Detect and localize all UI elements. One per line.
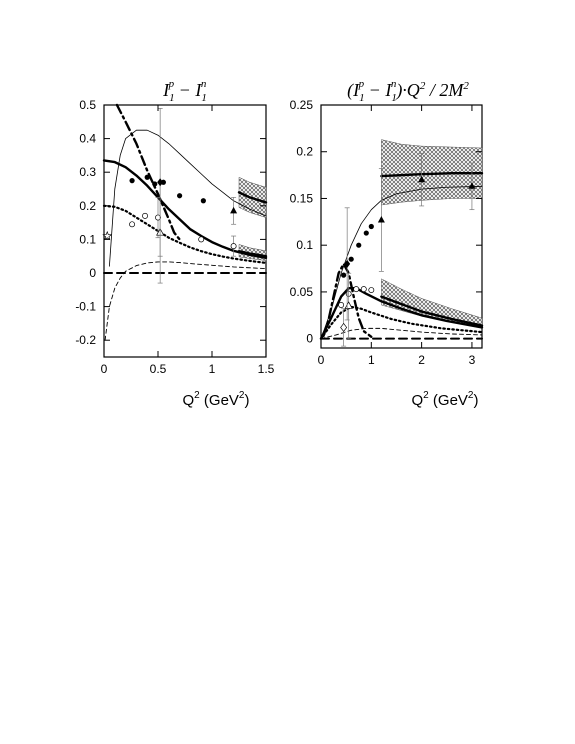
open-circle-point-1: [129, 221, 136, 228]
x-axis-label: Q2 (GeV2): [183, 390, 250, 409]
filled-circle-point-2: [348, 256, 354, 262]
curve-thick-dotted-4: [102, 204, 268, 265]
curve-thin-dashed-5: [104, 261, 267, 341]
curve-thick-dashdot-3: [115, 103, 181, 241]
y-tick-label: 0: [89, 266, 96, 280]
y-tick-label: 0.25: [290, 98, 314, 112]
open-circle-point-1: [338, 302, 345, 308]
filled-circle-point-2: [144, 174, 150, 180]
curve-thick-dotted-4: [319, 305, 484, 340]
y-tick-label: 0: [306, 332, 313, 346]
filled-triangle-point-1: [377, 215, 385, 223]
curve-thin-solid-1: [109, 129, 267, 267]
curve-thin-dashed-5: [320, 327, 483, 340]
filled-triangle-point-3: [468, 182, 476, 189]
filled-diamond-point-1: [157, 178, 164, 187]
x-tick-label: 1: [368, 353, 375, 367]
filled-triangle-point-1: [230, 206, 238, 214]
open-circle-point-3: [353, 286, 360, 293]
chart-title: I1p − I1n: [162, 78, 207, 104]
y-tick-label: 0.15: [290, 191, 314, 205]
open-circle-point-3: [155, 214, 161, 221]
y-tick-label: 0.5: [79, 98, 96, 112]
y-tick-label: 0.1: [79, 232, 96, 246]
curve-thick-solid-8: [237, 249, 268, 258]
filled-circle-point-3: [152, 181, 158, 187]
x-tick-label: 1.5: [258, 362, 275, 376]
plot-frame: [320, 104, 483, 349]
panel-left: I1p − I1n Q2 (GeV2) 0 0.5 1 1.5 -0.2 -0.1 0 0.1…: [75, 78, 274, 409]
filled-triangle-point-2: [418, 175, 426, 183]
curve-thick-solid-7: [237, 191, 268, 204]
open-circle-point-5: [230, 243, 237, 250]
y-tick-label: 0.1: [296, 238, 313, 252]
filled-circle-point-3: [356, 242, 362, 248]
open-circle-point-2: [142, 212, 148, 219]
x-tick-label: 0.5: [150, 362, 167, 376]
x-tick-label: 0: [318, 353, 325, 367]
filled-circle-point-1: [341, 272, 347, 278]
curve-thick-solid-2: [319, 286, 484, 340]
y-tick-label: 0.2: [79, 199, 96, 213]
y-tick-label: 0.3: [79, 165, 96, 179]
filled-circle-point-4: [363, 230, 369, 236]
y-tick-label: -0.1: [75, 300, 96, 314]
filled-circle-point-1: [129, 178, 135, 184]
curve-thick-solid-7: [380, 172, 484, 178]
open-triangle-point-1: [344, 301, 353, 309]
y-tick-label: -0.2: [75, 333, 96, 347]
chart-title: (I1p − I1n)·Q2 / 2M2: [347, 78, 469, 104]
open-diamond-point-1: [340, 322, 348, 333]
y-tick-label: 0.05: [290, 285, 314, 299]
open-circle-point-4: [198, 236, 205, 243]
curve-thick-dashdot-3: [322, 262, 373, 338]
curve-thick-solid-8: [380, 295, 484, 327]
star-point-1: [102, 230, 113, 241]
y-tick-label: 0.4: [79, 132, 96, 146]
filled-circle-point-6: [200, 198, 206, 204]
curve-thin-solid-1: [320, 185, 483, 340]
x-tick-label: 3: [469, 353, 476, 367]
x-tick-label: 1: [209, 362, 216, 376]
x-tick-label: 0: [101, 362, 108, 376]
open-circle-point-4: [360, 286, 367, 293]
filled-circle-point-5: [368, 223, 374, 230]
plot-frame: [103, 104, 267, 358]
filled-circle-point-5: [177, 193, 183, 199]
x-axis-label: Q2 (GeV2): [412, 390, 479, 409]
y-tick-label: 0.2: [296, 145, 313, 159]
open-circle-point-5: [368, 287, 375, 294]
curve-thick-solid-2: [102, 159, 268, 260]
x-tick-label: 2: [418, 353, 425, 367]
panel-right: (I1p − I1n)·Q2 / 2M2 Q2 (GeV2) 0 1 2 3 0 0.05…: [290, 78, 484, 409]
filled-diamond-point-1: [344, 259, 351, 268]
